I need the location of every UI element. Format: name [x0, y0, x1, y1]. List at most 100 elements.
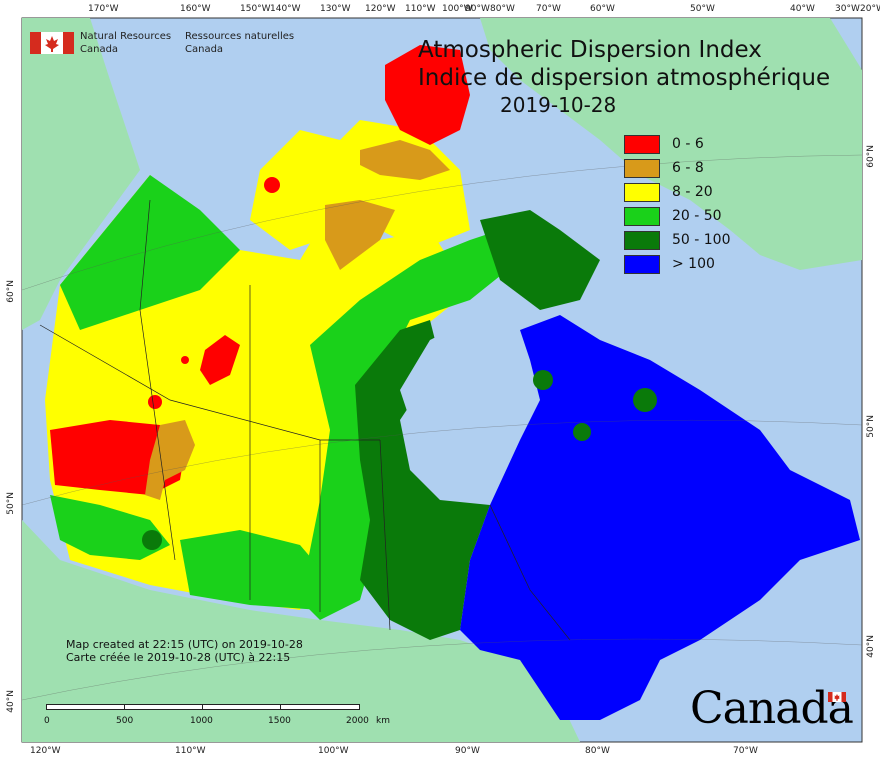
- hotspot-circle: [264, 177, 280, 193]
- legend-swatch: [624, 255, 660, 274]
- scale-label: 500: [116, 716, 134, 726]
- scale-segment: [280, 704, 360, 710]
- agency-name-fr: Ressources naturelles Canada: [185, 30, 294, 56]
- legend-item: 0 - 6: [624, 133, 784, 157]
- canada-region-20-50-north: [60, 175, 240, 330]
- graticule-label-top: 130°W: [320, 4, 351, 14]
- map-date: 2019-10-28: [500, 93, 617, 117]
- graticule-label-right: 60°N: [866, 145, 876, 168]
- graticule-label-top: 80°W: [490, 4, 515, 14]
- island-circle: [142, 530, 162, 550]
- legend-item: 20 - 50: [624, 205, 784, 229]
- legend-label: 6 - 8: [672, 160, 704, 176]
- graticule-label-left: 50°N: [6, 492, 16, 515]
- scale-segment: [124, 704, 204, 710]
- graticule-label-left: 40°N: [6, 690, 16, 713]
- map-title-en: Atmospheric Dispersion Index: [418, 37, 762, 63]
- graticule-label-right: 50°N: [866, 415, 876, 438]
- graticule-label-top: 40°W: [790, 4, 815, 14]
- island-circle: [633, 388, 657, 412]
- canada-region-6-8-bc: [145, 420, 195, 500]
- graticule-label-top: 100°W: [442, 4, 473, 14]
- graticule-label-bottom: 70°W: [733, 746, 758, 756]
- scale-unit: km: [376, 716, 390, 726]
- legend-swatch: [624, 207, 660, 226]
- graticule-label-top: 90°W: [465, 4, 490, 14]
- credit-en: Map created at 22:15 (UTC) on 2019-10-28: [66, 638, 303, 651]
- legend-swatch: [624, 159, 660, 178]
- hudson-bay: [400, 320, 540, 480]
- scale-segment: [202, 704, 282, 710]
- greenland-landmass: [480, 18, 862, 270]
- graticule-label-bottom: 100°W: [318, 746, 349, 756]
- scale-segment: [46, 704, 126, 710]
- graticule-label-top: 60°W: [590, 4, 615, 14]
- scale-label: 1000: [190, 716, 213, 726]
- canada-region-20-50-bc: [50, 495, 170, 560]
- scale-label: 0: [44, 716, 50, 726]
- canada-region-20-50-south: [180, 530, 330, 610]
- canada-region-6-8-arctic: [360, 140, 450, 180]
- graticule-label-top: 140°W: [270, 4, 301, 14]
- credit-block: Map created at 22:15 (UTC) on 2019-10-28…: [66, 638, 303, 664]
- graticule-label-top: 20°W: [860, 4, 880, 14]
- island-circle: [533, 370, 553, 390]
- graticule-label-left: 60°N: [6, 280, 16, 303]
- graticule-label-top: 70°W: [536, 4, 561, 14]
- agency-fr-line1: Ressources naturelles: [185, 31, 295, 42]
- agency-en-line1: Natural Resources: [80, 31, 172, 42]
- legend-label: > 100: [672, 256, 715, 272]
- graticule-label-top: 160°W: [180, 4, 211, 14]
- canada-flag-icon: [30, 32, 74, 54]
- legend-item: 6 - 8: [624, 157, 784, 181]
- province-borders: [39, 199, 571, 641]
- canada-region-0-6-nwt: [200, 335, 240, 385]
- legend-label: 20 - 50: [672, 208, 722, 224]
- legend-label: 8 - 20: [672, 184, 713, 200]
- usa-landmass: [22, 520, 580, 742]
- canada-region-50-100-ne: [480, 210, 600, 310]
- graticule-label-top: 30°W: [835, 4, 860, 14]
- canada-region-0-6-ellesmere: [385, 45, 470, 145]
- graticule-label-bottom: 120°W: [30, 746, 61, 756]
- map-title-fr: Indice de dispersion atmosphérique: [418, 65, 831, 91]
- agency-en-line2: Canada: [80, 44, 119, 55]
- canada-region-20-50-east: [300, 230, 520, 620]
- scale-label: 2000: [346, 716, 369, 726]
- hotspot-circle: [181, 356, 189, 364]
- legend-label: 0 - 6: [672, 136, 704, 152]
- credit-fr: Carte créée le 2019-10-28 (UTC) à 22:15: [66, 651, 291, 664]
- map-title-block: Atmospheric Dispersion Index Indice de d…: [418, 36, 830, 118]
- graticule-label-bottom: 110°W: [175, 746, 206, 756]
- legend-swatch: [624, 231, 660, 250]
- legend-item: > 100: [624, 253, 784, 277]
- canada-region-100-plus: [460, 315, 860, 720]
- graticule-lines: [21, 154, 863, 701]
- hotspot-circle: [148, 395, 162, 409]
- legend: 0 - 6 6 - 8 8 - 20 20 - 50 50 - 100 > 100: [624, 133, 784, 277]
- graticule-label-top: 150°W: [240, 4, 271, 14]
- legend-swatch: [624, 135, 660, 154]
- wordmark-flag-icon: [828, 692, 846, 702]
- scale-label: 1500: [268, 716, 291, 726]
- canada-region-6-8-baffin: [325, 200, 395, 270]
- graticule-label-top: 50°W: [690, 4, 715, 14]
- graticule-label-bottom: 90°W: [455, 746, 480, 756]
- island-circle: [573, 423, 591, 441]
- alaska-landmass: [22, 18, 140, 330]
- canada-wordmark: Canada: [690, 683, 854, 734]
- graticule-label-top: 170°W: [88, 4, 119, 14]
- legend-item: 8 - 20: [624, 181, 784, 205]
- legend-swatch: [624, 183, 660, 202]
- agency-fr-line2: Canada: [185, 44, 224, 55]
- legend-item: 50 - 100: [624, 229, 784, 253]
- graticule-label-bottom: 80°W: [585, 746, 610, 756]
- agency-name-en: Natural Resources Canada: [80, 30, 171, 56]
- graticule-label-top: 110°W: [405, 4, 436, 14]
- scale-bar: 0 500 1000 1500 2000 km: [44, 704, 406, 734]
- graticule-label-right: 40°N: [866, 635, 876, 658]
- canada-region-50-100: [355, 320, 490, 640]
- graticule-label-top: 120°W: [365, 4, 396, 14]
